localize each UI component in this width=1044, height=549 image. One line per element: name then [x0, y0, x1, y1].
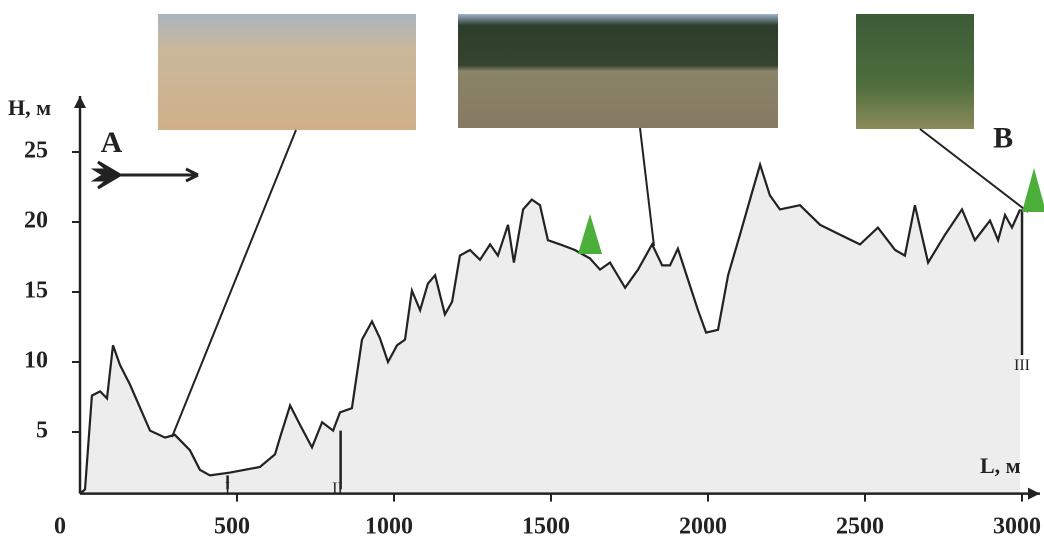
- x-tick-label: 500: [214, 514, 250, 540]
- y-tick-label: 5: [36, 418, 48, 444]
- x-tick-label: 2500: [836, 514, 884, 540]
- tree-icon: [1022, 168, 1044, 212]
- connector: [640, 128, 654, 246]
- y-axis-label: H, м: [8, 95, 51, 120]
- x-tick-label: 2000: [679, 514, 727, 540]
- y-tick-label: 10: [24, 348, 48, 374]
- annotation: III: [1014, 357, 1030, 374]
- annotation: B: [993, 122, 1013, 155]
- x-axis-label: L, м: [980, 453, 1021, 478]
- chart: 0 500 1000 1500 2000 2500 3000 5 10 15 20 25 H, м L, …: [0, 0, 1044, 549]
- tree-icon: [578, 214, 602, 254]
- annotation: A: [101, 126, 123, 159]
- direction-arrow: [96, 162, 198, 188]
- x-tick-label: 0: [54, 514, 66, 540]
- photo-dunes: [158, 14, 416, 130]
- y-tick-label: 20: [24, 208, 48, 234]
- photo-meadow: [458, 14, 778, 128]
- y-axis-arrow: [74, 96, 86, 108]
- y-tick-label: 25: [24, 138, 48, 164]
- photo-forest: [856, 14, 974, 129]
- plot: 0 500 1000 1500 2000 2500 3000 5 10 15 20 25 H, м L, …: [8, 95, 1041, 539]
- y-tick-label: 15: [24, 278, 48, 304]
- x-tick-label: 1500: [522, 514, 570, 540]
- area-fill: [80, 165, 1020, 494]
- x-tick-label: 1000: [365, 514, 413, 540]
- x-axis-arrow: [1028, 488, 1040, 500]
- x-tick-label: 3000: [993, 514, 1041, 540]
